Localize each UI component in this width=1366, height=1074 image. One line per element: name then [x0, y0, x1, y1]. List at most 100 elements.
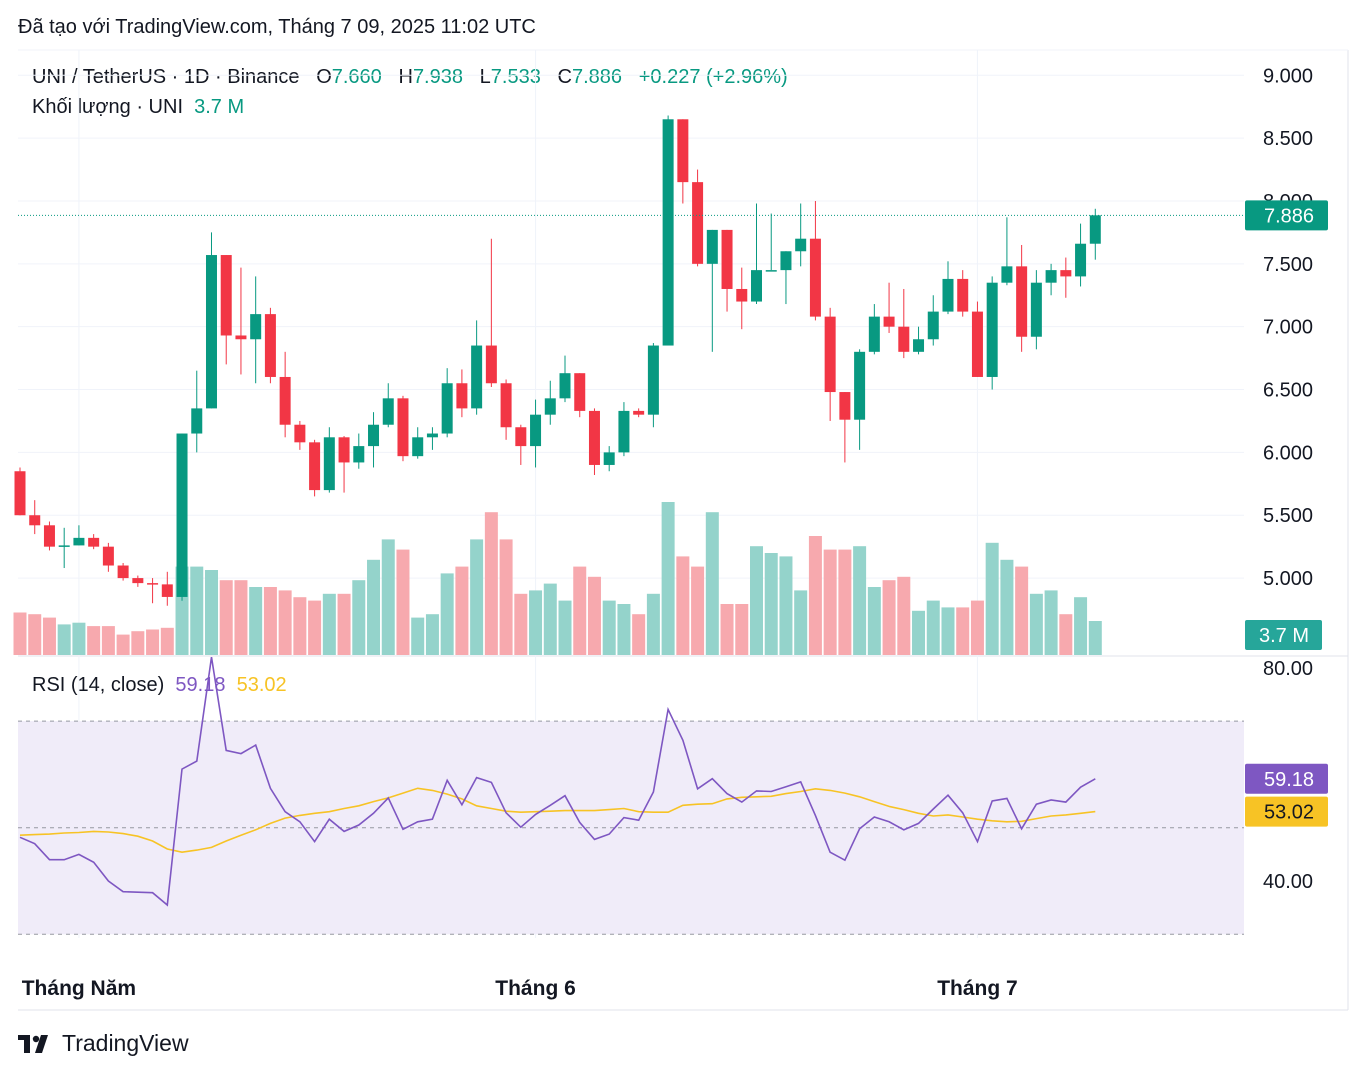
candle-body	[839, 392, 851, 420]
candle-body	[426, 433, 438, 438]
candle-body	[14, 471, 26, 516]
volume-bar	[249, 587, 263, 655]
candle-body	[176, 433, 188, 597]
volume-bar	[543, 583, 557, 655]
time-axis-label: Tháng 7	[937, 977, 1018, 1000]
candle-body	[1089, 215, 1101, 244]
candle-body	[235, 335, 247, 340]
candle-body	[117, 565, 129, 579]
candle-body	[456, 383, 468, 409]
candle-body	[29, 515, 41, 526]
chart-caption: Đã tạo với TradingView.com, Tháng 7 09, …	[18, 16, 536, 38]
volume-bar	[484, 512, 498, 655]
volume-bar	[101, 626, 115, 655]
price-legend: UNI / TetherUS · 1D · Binance O7.660 H7.…	[32, 66, 788, 89]
candle-body	[382, 398, 394, 425]
volume-bar	[867, 587, 881, 655]
close-value: 7.886	[571, 66, 623, 88]
rsi-tag	[1245, 763, 1328, 794]
candle-body	[942, 278, 954, 312]
rsi-ma-value: 53.02	[236, 674, 287, 696]
candle-body	[986, 282, 998, 377]
candle-body	[161, 584, 173, 597]
volume-bar	[190, 566, 204, 655]
volume-bar	[42, 617, 56, 655]
high-value: 7.938	[412, 66, 463, 88]
volume-bar	[720, 604, 734, 655]
candle-body	[854, 351, 866, 420]
volume-bar	[779, 556, 793, 655]
rsi-ma-tag	[1245, 796, 1328, 827]
volume-bar	[705, 512, 719, 655]
candle-body	[205, 255, 217, 409]
volume-bar	[499, 539, 513, 655]
candle-body	[515, 427, 527, 447]
volume-bar	[823, 549, 837, 655]
candle-body	[1045, 270, 1057, 283]
last-price-tag	[1245, 200, 1328, 231]
price-tick-label: 6.500	[1263, 380, 1313, 402]
candle-body	[102, 546, 114, 566]
candle-body	[323, 437, 335, 491]
volume-bar	[764, 553, 778, 655]
low-label: L	[479, 66, 491, 88]
volume-bar	[602, 600, 616, 655]
volume-bar	[853, 546, 867, 655]
price-tick-label: 7.000	[1263, 317, 1313, 339]
candle-body	[441, 383, 453, 434]
rsi-ma-line	[19, 787, 1096, 854]
candle-body	[795, 238, 807, 252]
volume-bar	[219, 580, 233, 655]
candle-body	[412, 437, 424, 457]
volume-bar	[1059, 614, 1073, 655]
price-tick-label: 5.500	[1263, 505, 1313, 527]
volume-bar	[160, 627, 174, 655]
candle-body	[1060, 270, 1072, 277]
candle-body	[338, 437, 350, 463]
candle-body	[544, 398, 556, 415]
volume-bar	[558, 600, 572, 655]
price-tick-label: 5.000	[1263, 568, 1313, 590]
volume-legend: Khối lượng · UNI 3.7 M	[32, 96, 244, 119]
volume-bar	[87, 626, 101, 655]
rsi-legend: RSI (14, close) 59.18 53.02	[32, 674, 287, 697]
volume-bar	[676, 556, 690, 655]
candle-body	[868, 316, 880, 352]
time-axis-label: Tháng 6	[495, 977, 576, 1000]
volume-value: 3.7 M	[194, 96, 245, 118]
candle-body	[647, 345, 659, 415]
volume-bar	[13, 612, 27, 655]
price-tick-label: 6.000	[1263, 442, 1313, 464]
volume-bar	[514, 593, 528, 655]
volume-bar	[646, 593, 660, 655]
candle-body	[662, 119, 674, 346]
candle-body	[883, 316, 895, 327]
candle-body	[780, 251, 792, 271]
candle-body	[588, 410, 600, 465]
volume-bar	[750, 546, 763, 655]
candle-body	[368, 424, 380, 447]
change-value: +0.227 (+2.96%)	[638, 66, 788, 88]
high-label: H	[398, 66, 413, 88]
candle-body	[191, 408, 203, 434]
candle-body	[132, 578, 144, 584]
candle-body	[721, 229, 733, 289]
volume-bar	[735, 604, 749, 655]
brand-name: TradingView	[62, 1030, 189, 1056]
volume-bar	[57, 624, 71, 655]
volume-bar	[470, 539, 484, 655]
volume-bar	[956, 607, 970, 655]
candle-body	[765, 270, 777, 272]
candle-body	[824, 316, 836, 393]
volume-bar	[529, 590, 543, 655]
candle-body	[559, 373, 571, 399]
volume-bar	[808, 536, 822, 655]
pair-label: UNI / TetherUS · 1D · Binance	[32, 66, 300, 88]
candle-body	[633, 410, 645, 415]
volume-bar	[396, 549, 410, 655]
candle-body	[927, 311, 939, 340]
candle-body	[43, 525, 55, 547]
candle-body	[677, 119, 689, 183]
volume-bar	[1088, 621, 1102, 655]
